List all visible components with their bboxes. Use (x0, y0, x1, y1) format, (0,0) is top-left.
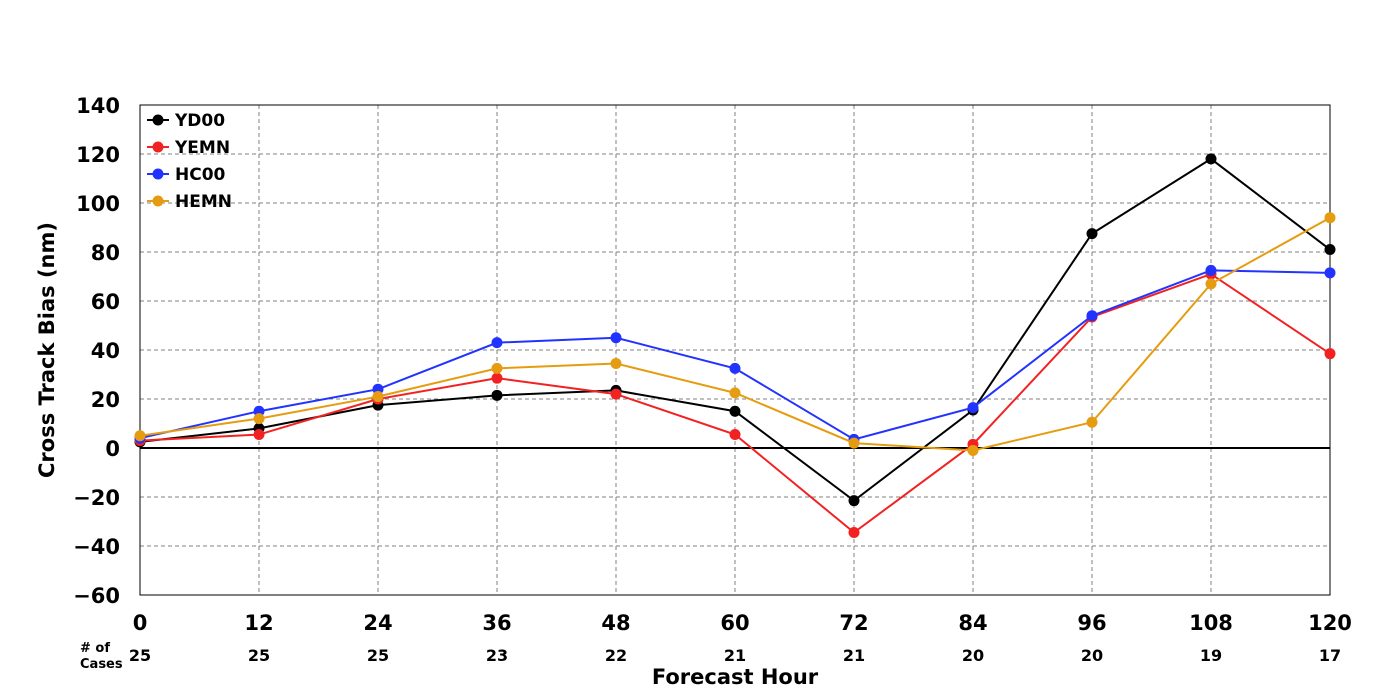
y-tick-label: 60 (91, 290, 120, 314)
x-tick-label: 12 (244, 611, 273, 635)
data-point (848, 527, 860, 539)
data-point (1205, 278, 1217, 290)
series-hemn (134, 212, 1336, 456)
y-tick-label: 80 (91, 241, 120, 265)
x-tick-label: 0 (133, 611, 148, 635)
x-tick-label: 72 (839, 611, 868, 635)
num-cases-value: 23 (486, 646, 508, 665)
legend-label: YD00 (174, 111, 225, 131)
data-point (1324, 244, 1336, 256)
y-tick-label: −20 (73, 486, 120, 510)
num-cases-value: 19 (1200, 646, 1222, 665)
legend-item-hc00: HC00 (147, 165, 226, 185)
x-tick-label: 36 (482, 611, 511, 635)
y-tick-label: 40 (91, 339, 120, 363)
y-axis-ticks: −60 −40 −20 0 20 40 60 80 100 120 140 (73, 94, 120, 608)
data-point (610, 332, 622, 344)
data-point (967, 444, 979, 456)
data-point (491, 389, 503, 401)
data-point (1086, 416, 1098, 428)
data-point (729, 429, 741, 441)
num-cases-row: 25 25 25 23 22 21 21 20 20 19 17 (129, 646, 1341, 665)
data-point (372, 391, 384, 403)
data-point (1324, 267, 1336, 279)
data-point (729, 405, 741, 417)
x-tick-label: 120 (1308, 611, 1352, 635)
num-cases-value: 20 (1081, 646, 1103, 665)
num-cases-value: 25 (248, 646, 270, 665)
legend-marker (152, 195, 164, 207)
data-point (729, 362, 741, 374)
grid-lines (140, 105, 1330, 595)
legend-marker (152, 114, 164, 126)
legend-label: YEMN (174, 138, 230, 158)
legend-item-hemn: HEMN (147, 192, 232, 212)
data-point (848, 437, 860, 449)
data-point (1205, 153, 1217, 165)
data-point (610, 357, 622, 369)
y-axis-title: Cross Track Bias (nm) (35, 222, 59, 478)
data-point (253, 429, 265, 441)
legend-item-yd00: YD00 (147, 111, 225, 131)
data-point (610, 388, 622, 400)
num-cases-value: 17 (1319, 646, 1341, 665)
num-cases-value: 20 (962, 646, 984, 665)
data-point (967, 402, 979, 414)
data-point (1324, 212, 1336, 224)
series-layer (134, 153, 1336, 539)
x-tick-label: 60 (720, 611, 749, 635)
data-point (1086, 228, 1098, 240)
data-point (1086, 310, 1098, 322)
legend-marker (152, 168, 164, 180)
x-tick-label: 108 (1189, 611, 1233, 635)
y-tick-label: −60 (73, 584, 120, 608)
data-point (729, 387, 741, 399)
num-cases-value: 22 (605, 646, 627, 665)
legend-label: HEMN (175, 192, 232, 212)
legend-marker (152, 141, 164, 153)
x-tick-label: 48 (601, 611, 630, 635)
x-axis-title: Forecast Hour (652, 665, 819, 689)
x-axis-ticks: 0 12 24 36 48 60 72 84 96 108 120 (133, 611, 1352, 635)
y-tick-label: 0 (105, 437, 120, 461)
legend-item-yemn: YEMN (147, 138, 230, 158)
y-tick-label: 100 (76, 192, 120, 216)
series-yd00 (134, 153, 1336, 507)
num-cases-value: 25 (367, 646, 389, 665)
data-point (848, 495, 860, 507)
y-tick-label: −40 (73, 535, 120, 559)
legend-label: HC00 (175, 165, 226, 185)
cases-title-line2: Cases (80, 657, 123, 672)
data-point (253, 413, 265, 425)
legend: YD00 YEMN HC00 HEMN (147, 111, 232, 212)
x-tick-label: 24 (363, 611, 392, 635)
num-cases-value: 21 (843, 646, 865, 665)
data-point (1324, 348, 1336, 360)
x-tick-label: 84 (958, 611, 987, 635)
data-point (491, 362, 503, 374)
x-tick-label: 96 (1077, 611, 1106, 635)
cases-title-line1: # of (80, 641, 110, 656)
data-point (491, 372, 503, 384)
y-tick-label: 140 (76, 94, 120, 118)
data-point (491, 337, 503, 349)
data-point (134, 430, 146, 442)
data-point (1205, 264, 1217, 276)
num-cases-value: 25 (129, 646, 151, 665)
y-tick-label: 20 (91, 388, 120, 412)
num-cases-value: 21 (724, 646, 746, 665)
y-tick-label: 120 (76, 143, 120, 167)
